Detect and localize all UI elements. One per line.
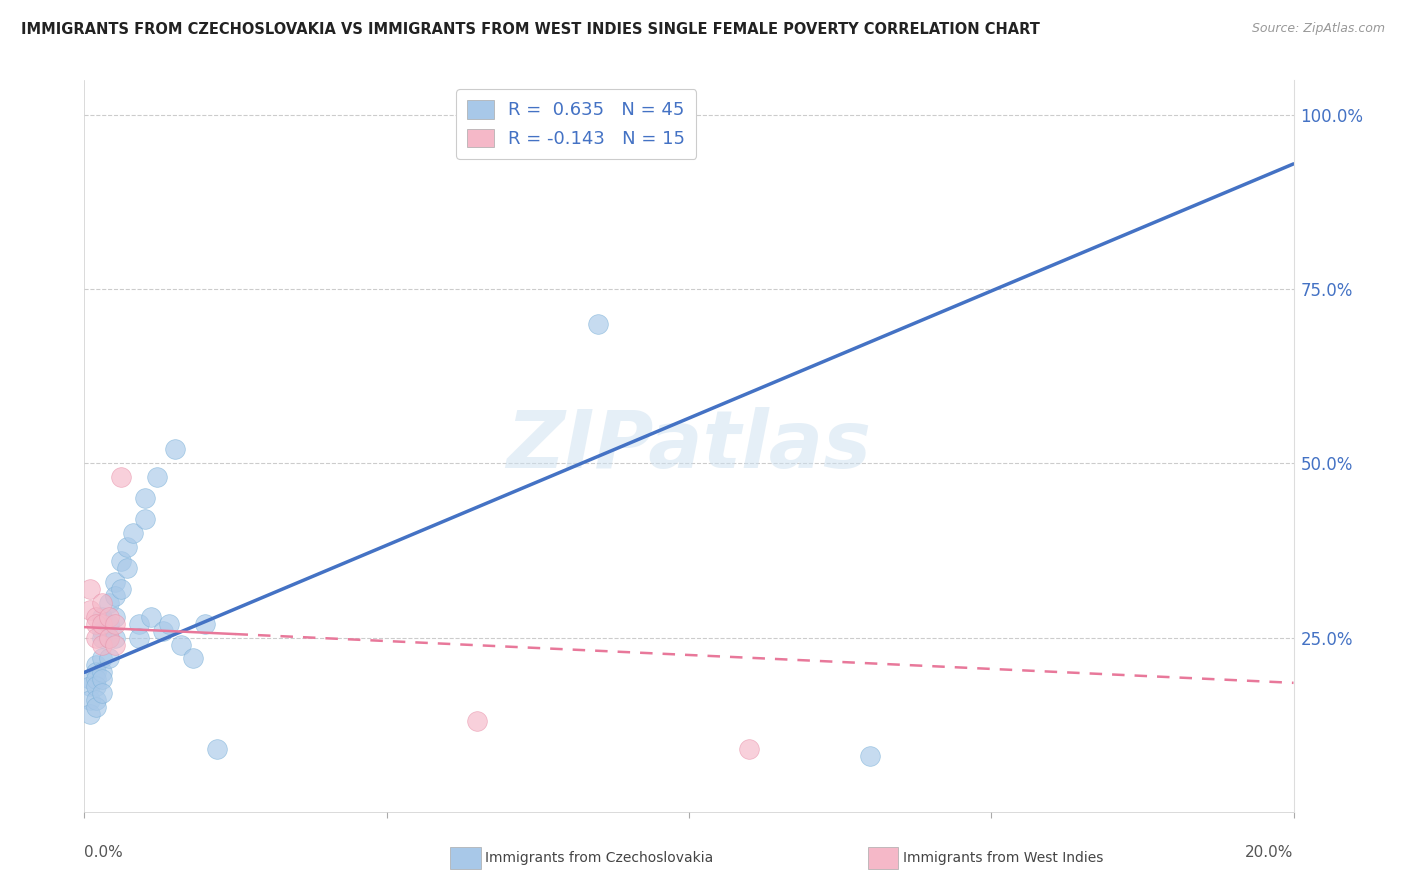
Point — [146, 470, 169, 484]
Point — [86, 673, 108, 687]
Point — [588, 317, 610, 331]
Point — [79, 679, 101, 693]
Point — [91, 686, 114, 700]
Text: Immigrants from Czechoslovakia: Immigrants from Czechoslovakia — [485, 851, 713, 865]
Point — [79, 673, 101, 687]
Point — [86, 679, 108, 693]
Point — [115, 540, 138, 554]
Point — [91, 651, 114, 665]
Point — [738, 742, 761, 756]
Legend: R =  0.635   N = 45, R = -0.143   N = 15: R = 0.635 N = 45, R = -0.143 N = 15 — [456, 89, 696, 159]
Point — [97, 609, 120, 624]
Point — [91, 631, 114, 645]
Text: 20.0%: 20.0% — [1246, 845, 1294, 860]
Point — [181, 651, 204, 665]
Point — [91, 609, 114, 624]
Point — [97, 596, 120, 610]
Point — [170, 638, 193, 652]
Point — [104, 574, 127, 589]
Text: ZIPatlas: ZIPatlas — [506, 407, 872, 485]
Point — [134, 491, 156, 506]
Point — [91, 624, 114, 638]
Point — [79, 603, 101, 617]
Point — [115, 561, 138, 575]
Point — [86, 665, 108, 680]
Point — [110, 554, 132, 568]
Point — [86, 658, 108, 673]
Point — [152, 624, 174, 638]
Point — [467, 714, 489, 728]
Text: Immigrants from West Indies: Immigrants from West Indies — [903, 851, 1104, 865]
Point — [79, 582, 101, 596]
Point — [128, 631, 150, 645]
Point — [79, 707, 101, 722]
Point — [165, 442, 187, 457]
Point — [104, 631, 127, 645]
Point — [91, 638, 114, 652]
Text: 0.0%: 0.0% — [84, 845, 124, 860]
Point — [110, 470, 132, 484]
Point — [91, 665, 114, 680]
Point — [104, 638, 127, 652]
Point — [134, 512, 156, 526]
Point — [91, 673, 114, 687]
Point — [97, 631, 120, 645]
Point — [157, 616, 180, 631]
Point — [121, 526, 143, 541]
Text: Source: ZipAtlas.com: Source: ZipAtlas.com — [1251, 22, 1385, 36]
Point — [128, 616, 150, 631]
Point — [79, 693, 101, 707]
Point — [104, 616, 127, 631]
Point — [91, 596, 114, 610]
Text: IMMIGRANTS FROM CZECHOSLOVAKIA VS IMMIGRANTS FROM WEST INDIES SINGLE FEMALE POVE: IMMIGRANTS FROM CZECHOSLOVAKIA VS IMMIGR… — [21, 22, 1040, 37]
Point — [97, 631, 120, 645]
Point — [86, 700, 108, 714]
Point — [139, 609, 162, 624]
Point — [207, 742, 229, 756]
Point — [110, 582, 132, 596]
Point — [194, 616, 217, 631]
Point — [104, 609, 127, 624]
Point — [86, 693, 108, 707]
Point — [86, 609, 108, 624]
Point — [97, 651, 120, 665]
Point — [86, 616, 108, 631]
Point — [104, 589, 127, 603]
Point — [859, 749, 882, 764]
Point — [97, 616, 120, 631]
Point — [91, 616, 114, 631]
Point — [86, 631, 108, 645]
